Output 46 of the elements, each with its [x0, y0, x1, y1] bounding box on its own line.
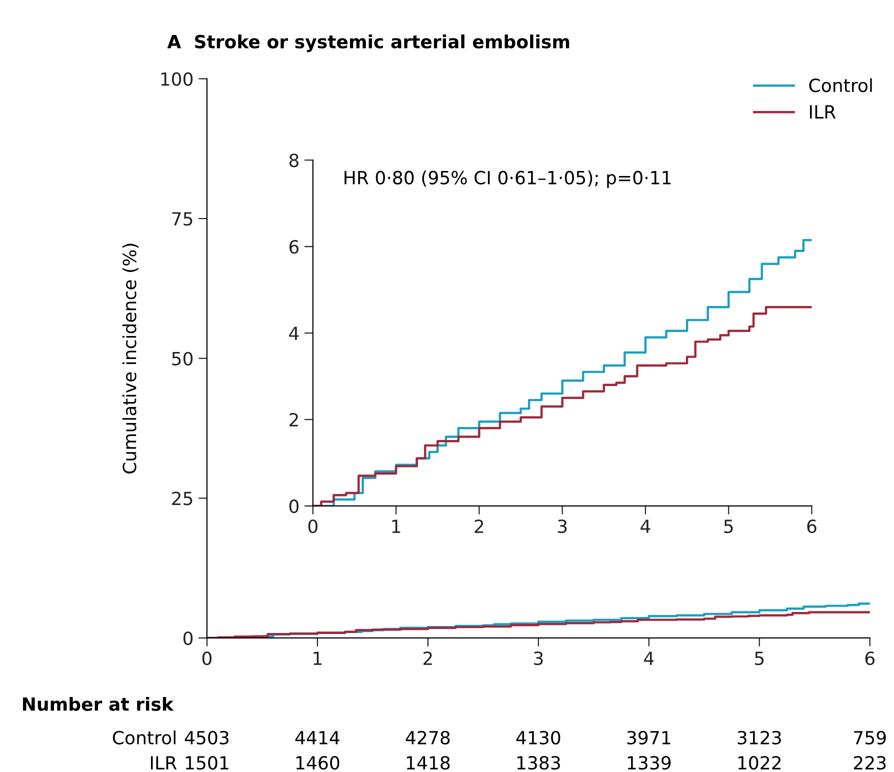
y-tick-label: 50 [172, 352, 193, 366]
text: Control [112, 730, 176, 744]
x-tick-label: 1 [314, 652, 322, 665]
x-tick-label: 6 [807, 519, 816, 534]
text: 3971 [627, 730, 670, 744]
y-tick-label: 100 [161, 72, 193, 86]
y-tick-label: 6 [289, 240, 299, 254]
x-tick-label: 5 [755, 652, 764, 666]
text: ILR [150, 756, 177, 770]
x-tick-label: 1 [392, 520, 400, 533]
x-tick-label: 2 [474, 519, 484, 533]
x-tick-label: 4 [644, 652, 654, 665]
legend-label: Control [809, 78, 872, 92]
text: 3123 [738, 730, 781, 744]
text: 4278 [406, 730, 450, 744]
text: 1383 [517, 756, 560, 770]
text: 4414 [295, 731, 340, 744]
x-tick-label: 0 [202, 651, 212, 666]
y-tick-label: 75 [172, 212, 192, 226]
x-tick-label: 2 [424, 651, 432, 665]
x-tick-label: 5 [724, 520, 733, 534]
text: 759 [854, 730, 886, 744]
text: 1501 [186, 756, 228, 770]
chart-title: A Stroke or systemic arterial embolism [167, 34, 570, 52]
x-tick-label: 0 [308, 519, 318, 534]
y-axis-title: Cumulative incidence (%) [122, 244, 138, 474]
text: 4503 [184, 730, 228, 744]
x-tick-label: 6 [865, 651, 874, 666]
text: 223 [854, 756, 886, 770]
annotation: HR 0·80 (95% CI 0·61–1·05); p=0·11 [344, 170, 671, 188]
y-tick-label: 0 [183, 631, 193, 646]
y-tick-label: 4 [289, 326, 299, 340]
x-tick-label: 3 [558, 519, 567, 534]
text: 1339 [628, 756, 671, 770]
y-tick-label: 25 [172, 492, 192, 506]
text: Number at risk [23, 696, 174, 711]
legend-label: ILR [810, 105, 836, 118]
y-tick-label: 8 [289, 154, 298, 168]
text: 1418 [406, 756, 450, 770]
text: 1022 [738, 756, 781, 770]
x-tick-label: 3 [534, 651, 543, 666]
text: 1460 [296, 756, 340, 770]
text: 4130 [516, 730, 560, 744]
y-tick-label: 0 [289, 499, 299, 514]
y-tick-label: 2 [290, 412, 298, 426]
x-tick-label: 4 [640, 520, 650, 533]
